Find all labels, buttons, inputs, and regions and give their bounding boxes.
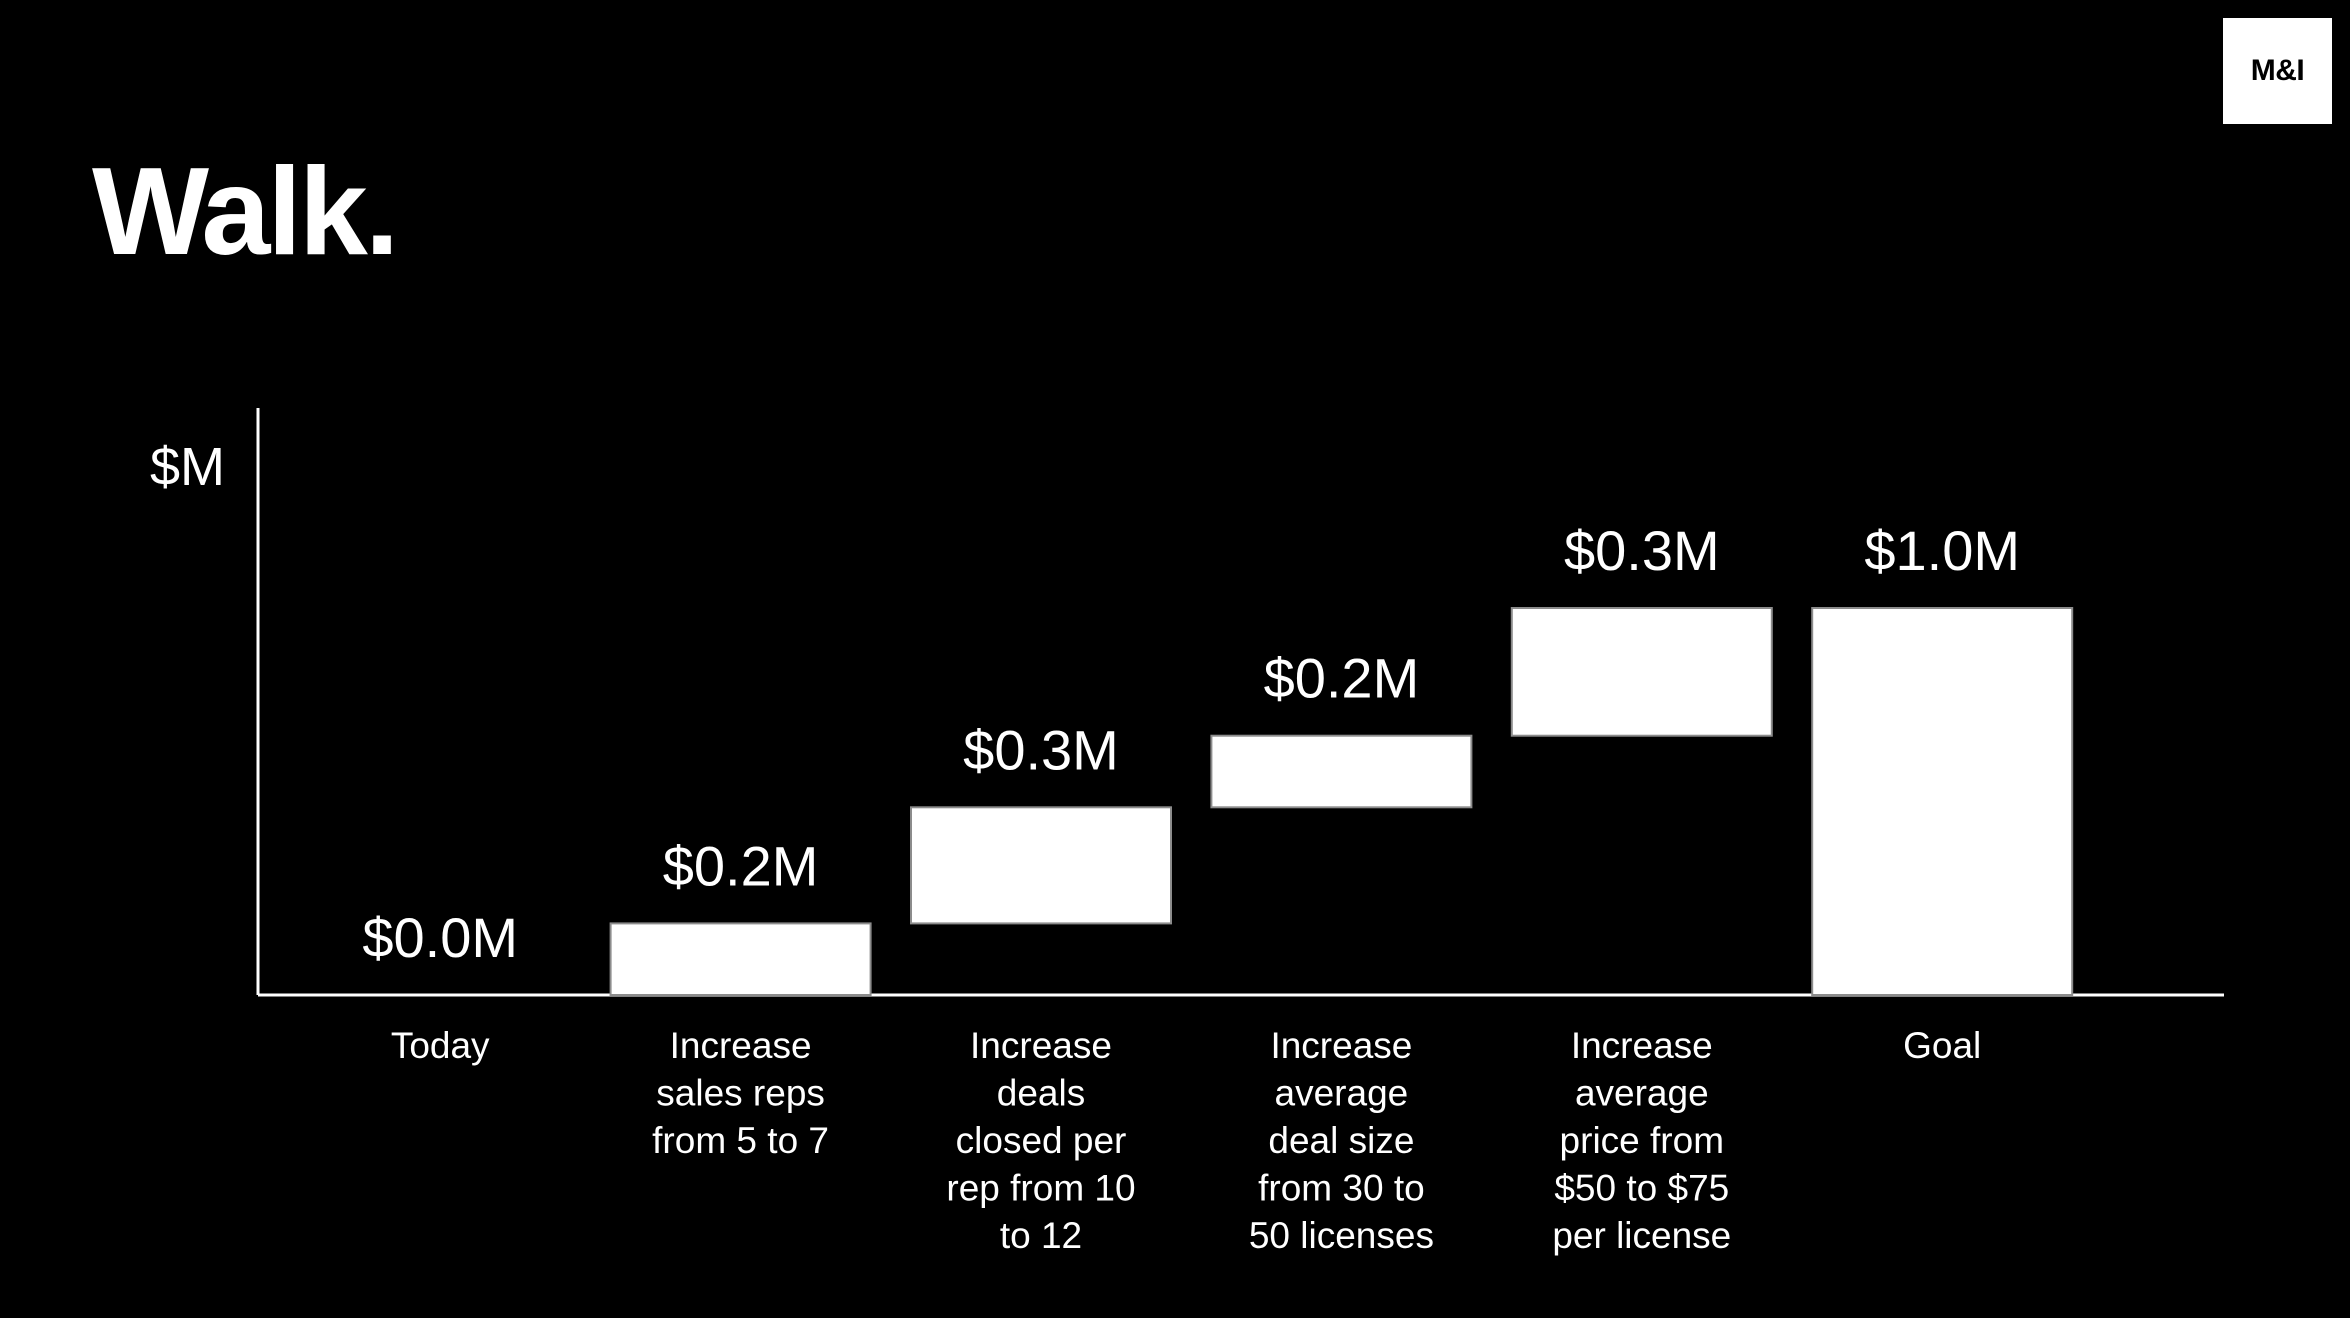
category-label: Today — [391, 1025, 490, 1066]
category-label-line: deals — [997, 1073, 1085, 1114]
category-label: Increase average deal size from 30 to 50 lic… — [1249, 1025, 1434, 1256]
bar-value-label: $0.3M — [963, 718, 1119, 781]
chart-bar — [1210, 734, 1473, 809]
category-label-line: deal size — [1268, 1120, 1414, 1161]
category-label-line: Increase — [970, 1025, 1112, 1066]
category-label-line: Today — [391, 1025, 490, 1066]
bar-value-label: $0.2M — [1264, 647, 1420, 710]
category-label-line: Increase — [1270, 1025, 1412, 1066]
category-label: Increase sales reps from 5 to 7 — [652, 1025, 829, 1161]
category-label-line: $50 to $75 — [1554, 1168, 1729, 1209]
category-label: Increase average price from $50 to $75 per l… — [1552, 1025, 1731, 1256]
bar-value-label: $1.0M — [1864, 519, 2020, 582]
category-label-line: from 30 to — [1258, 1168, 1425, 1209]
category-label-line: sales reps — [656, 1073, 825, 1114]
chart-bar — [1811, 607, 2074, 996]
category-label-line: Increase — [1571, 1025, 1713, 1066]
chart-category-labels: Today Increase sales reps from 5 to 7Increa… — [391, 1025, 1981, 1256]
chart-bar — [910, 806, 1172, 925]
chart-value-labels: $0.0M $0.2M $0.3M $0.2M $0.3M $1.0M — [362, 519, 2020, 969]
page-title: Walk. — [92, 143, 399, 281]
chart-bar — [1510, 607, 1773, 737]
category-label-line: per license — [1552, 1215, 1731, 1256]
category-label-line: price from — [1560, 1120, 1724, 1161]
bar-value-label: $0.0M — [362, 906, 518, 969]
category-label: Goal — [1903, 1025, 1981, 1066]
category-label-line: rep from 10 — [946, 1168, 1135, 1209]
y-axis-label: $M — [150, 437, 226, 497]
category-label: Increase deals closed per rep from 10 to 12 — [946, 1025, 1135, 1256]
category-label-line: from 5 to 7 — [652, 1120, 829, 1161]
logo-badge: M&I — [2223, 18, 2332, 124]
category-label-line: Goal — [1903, 1025, 1981, 1066]
category-label-line: average — [1275, 1073, 1409, 1114]
bar-value-label: $0.2M — [663, 834, 819, 897]
category-label-line: to 12 — [1000, 1215, 1082, 1256]
category-label-line: average — [1575, 1073, 1709, 1114]
chart-bars — [609, 607, 2074, 997]
category-label-line: 50 licenses — [1249, 1215, 1434, 1256]
chart-bar — [609, 922, 872, 997]
bar-value-label: $0.3M — [1564, 519, 1720, 582]
logo-text: M&I — [2250, 54, 2305, 87]
category-label-line: closed per — [956, 1120, 1127, 1161]
category-label-line: Increase — [670, 1025, 812, 1066]
